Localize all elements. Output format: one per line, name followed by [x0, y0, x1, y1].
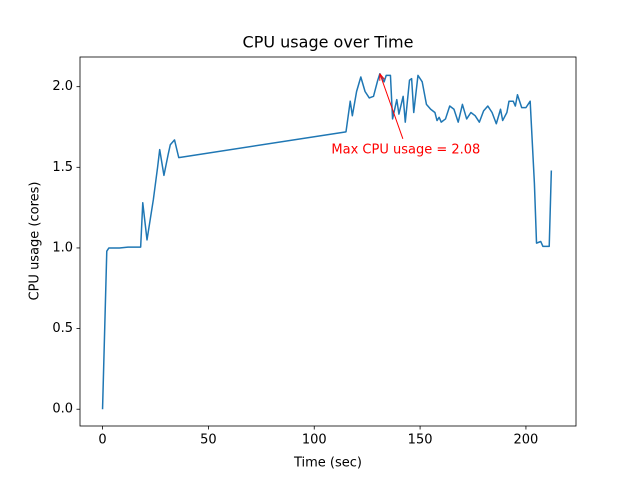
x-tick-label: 150	[408, 433, 433, 448]
annotation-arrowhead	[379, 73, 385, 81]
x-tick-label: 100	[302, 433, 327, 448]
x-tick-label: 0	[98, 433, 106, 448]
y-axis-label: CPU usage (cores)	[28, 182, 43, 301]
plot-frame	[79, 56, 577, 427]
x-tick-label: 50	[200, 433, 217, 448]
y-tick-label: 2.0	[52, 79, 73, 94]
y-tick-label: 1.5	[52, 160, 73, 175]
x-axis-label: Time (sec)	[293, 456, 362, 471]
annotation-text: Max CPU usage = 2.08	[331, 142, 480, 157]
data-line	[101, 73, 553, 410]
y-tick-label: 0.0	[52, 402, 73, 417]
y-tick-label: 1.0	[52, 240, 73, 255]
chart-title: CPU usage over Time	[243, 33, 414, 52]
y-tick-label: 0.5	[52, 321, 73, 336]
x-tick-label: 200	[514, 433, 539, 448]
annotation-arrow	[379, 73, 404, 139]
